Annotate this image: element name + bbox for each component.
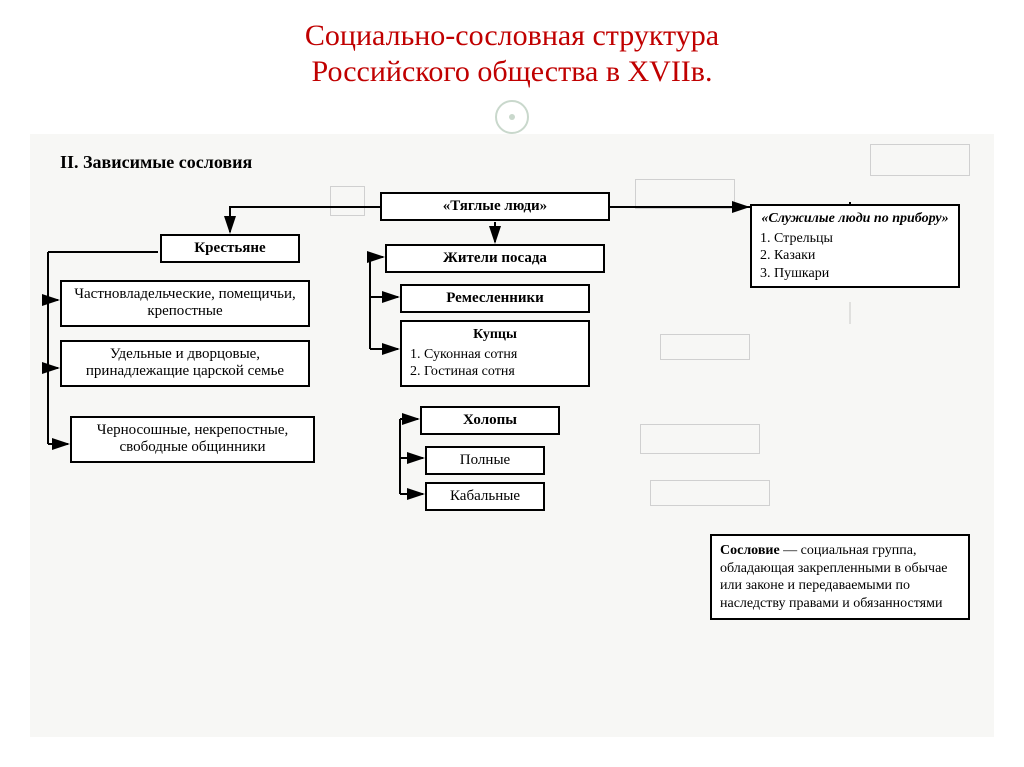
faded-box [870,144,970,176]
box-polnye: Полные [425,446,545,475]
definition-term: Сословие [720,543,780,558]
faded-box [635,179,735,209]
label: «Тяглые люди» [443,198,547,214]
box-krest-3: Черносошные, некрепостные, свободные общ… [70,416,315,463]
box-kabalnye: Кабальные [425,482,545,511]
box-krest-2: Удельные и дворцовые, принадлежащие царс… [60,340,310,387]
box-krest-1: Частновладельческие, помещичьи, крепостн… [60,280,310,327]
section-heading: II. Зависимые сословия [60,152,252,173]
label: Полные [460,452,510,468]
title-line-2: Российского общества в XVIIв. [312,55,713,88]
label: Жители посада [443,250,547,266]
box-kholopy: Холопы [420,406,560,435]
box-tyaglye-lyudi: «Тяглые люди» [380,192,610,221]
box-title: «Служилые люди по прибору» [760,210,950,228]
list-item: 2. Гостиная сотня [410,364,515,379]
list-item: 2. Казаки [760,248,815,263]
faded-box [650,480,770,506]
box-krestyane: Крестьяне [160,234,300,263]
box-kuptsy: Купцы 1. Суконная сотня 2. Гостиная сотн… [400,320,590,387]
label: Удельные и дворцовые, принадлежащие царс… [86,346,284,379]
label: Кабальные [450,488,520,504]
faded-box [330,186,365,216]
label: Частновладельческие, помещичьи, крепостн… [74,286,295,319]
faded-box [640,424,760,454]
list-item: 1. Суконная сотня [410,347,517,362]
page-title: Социально-сословная структура Российског… [0,0,1024,90]
label: Холопы [463,412,517,428]
box-remeslenniki: Ремесленники [400,284,590,313]
list-item: 3. Пушкари [760,266,829,281]
label: Крестьяне [194,240,265,256]
diagram-area: II. Зависимые сословия [30,134,994,737]
title-line-1: Социально-сословная структура [305,19,719,52]
box-definition: Сословие — социальная группа, обладающая… [710,534,970,620]
label: Черносошные, некрепостные, свободные общ… [97,422,289,455]
box-zhiteli-posada: Жители посада [385,244,605,273]
box-title: Купцы [410,326,580,344]
list-item: 1. Стрельцы [760,231,833,246]
decorative-circle [495,100,529,134]
label: Ремесленники [446,290,544,306]
faded-box [660,334,750,360]
box-sluzhilye: «Служилые люди по прибору» 1. Стрельцы 2… [750,204,960,288]
